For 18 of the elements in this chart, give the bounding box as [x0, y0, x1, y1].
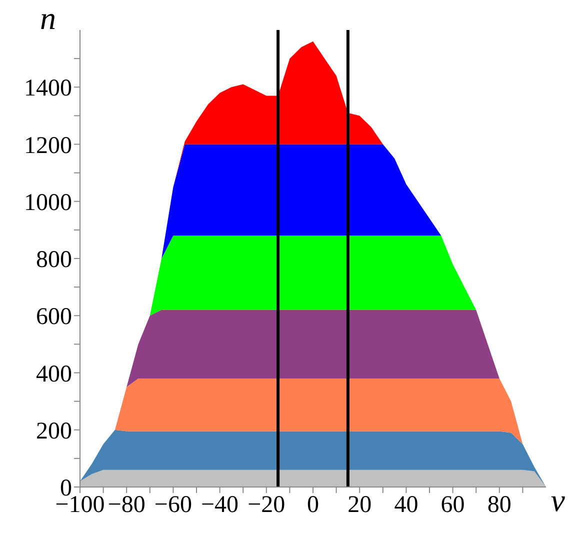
x-tick-label: 60	[440, 492, 465, 518]
y-tick-label: 600	[36, 304, 72, 330]
x-axis-title: v	[550, 482, 565, 519]
y-tick-label: 200	[36, 418, 72, 444]
x-tick-label: 20	[348, 492, 372, 518]
x-tick-label: 40	[394, 492, 418, 518]
x-tick-label: 80	[487, 492, 512, 518]
y-tick-label: 1000	[24, 190, 72, 216]
y-tick-label: 1200	[24, 132, 72, 159]
x-tick-label: −80	[108, 492, 146, 518]
y-tick-label: 1400	[24, 76, 72, 102]
x-tick-label: 0	[307, 492, 319, 518]
x-tick-label: −60	[154, 492, 192, 518]
x-tick-label: −40	[201, 492, 239, 518]
y-axis-title: n	[40, 0, 56, 37]
y-tick-label: 800	[36, 247, 72, 274]
x-tick-label: −20	[248, 492, 286, 518]
y-tick-label: 400	[36, 361, 72, 388]
